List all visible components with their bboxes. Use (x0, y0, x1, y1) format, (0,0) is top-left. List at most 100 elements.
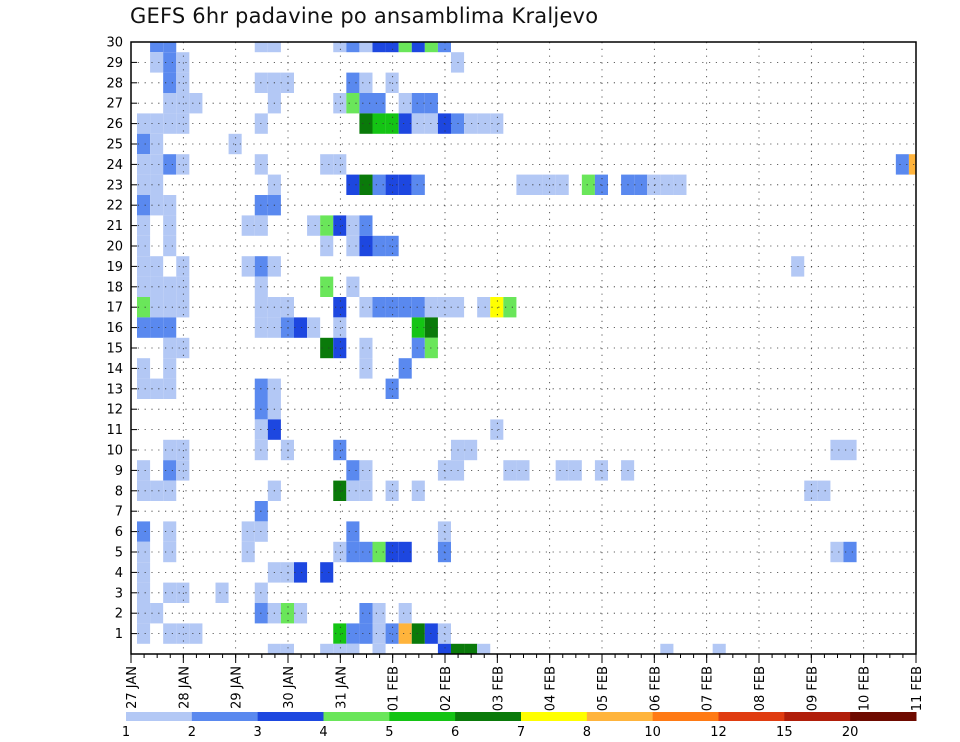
heatmap-cell (529, 174, 543, 195)
y-tick-label: 14 (106, 362, 123, 377)
heatmap-cell (594, 174, 608, 195)
heatmap-cell (137, 276, 151, 297)
heatmap-cell (411, 337, 425, 359)
heatmap-cell (163, 337, 177, 359)
x-tick-label: 04 FEB (544, 666, 559, 711)
heatmap-cell (359, 480, 373, 501)
chart-title: GEFS 6hr padavine po ansamblima Kraljevo (130, 4, 599, 28)
heatmap-cell (215, 582, 229, 603)
x-tick-label: 29 JAN (230, 666, 245, 709)
heatmap-cell (163, 276, 177, 297)
heatmap-cell (372, 93, 386, 114)
heatmap-cell (320, 215, 334, 236)
heatmap-cell (176, 52, 190, 73)
colorbar-swatch (455, 712, 522, 721)
colorbar-swatch (586, 712, 654, 721)
y-tick-label: 26 (106, 117, 123, 132)
y-tick-label: 30 (106, 36, 123, 51)
heatmap-cell (333, 439, 347, 461)
heatmap-cell (398, 603, 412, 624)
heatmap-cell (346, 72, 360, 93)
heatmap-cell (137, 154, 151, 175)
heatmap-cell (163, 521, 177, 542)
heatmap-cell (137, 235, 151, 257)
heatmap-cell (346, 460, 360, 481)
colorbar-swatch (389, 712, 456, 721)
y-tick-label: 5 (115, 546, 123, 561)
heatmap-cell (137, 521, 151, 542)
heatmap-cell (385, 378, 399, 399)
heatmap-cell (189, 93, 203, 114)
heatmap-cell (385, 72, 399, 93)
heatmap-cell (241, 521, 255, 542)
heatmap-cell (372, 541, 386, 563)
colorbar-swatch (126, 712, 193, 721)
heatmap-cell (163, 460, 177, 481)
heatmap-cell (568, 460, 582, 481)
heatmap-cell (372, 174, 386, 195)
colorbar-label: 2 (188, 725, 196, 740)
heatmap-cell (503, 460, 517, 481)
heatmap-cell (137, 297, 151, 318)
heatmap-cell (346, 623, 360, 644)
heatmap-cell (804, 480, 818, 501)
heatmap-cell (228, 133, 242, 155)
heatmap-cell (542, 174, 556, 195)
heatmap-cell (398, 541, 412, 563)
heatmap-cell (137, 256, 151, 277)
heatmap-cell (150, 195, 164, 216)
heatmap-cell (398, 297, 412, 318)
heatmap-cell (176, 276, 190, 297)
colorbar-swatch (323, 712, 390, 721)
heatmap-cell (477, 113, 491, 134)
heatmap-cell (163, 582, 177, 603)
heatmap-cell (150, 174, 164, 195)
colorbar-label: 3 (254, 725, 262, 740)
heatmap-cell (163, 439, 177, 461)
y-tick-label: 25 (106, 138, 123, 153)
heatmap-cell (411, 42, 425, 53)
heatmap-cell (490, 297, 504, 318)
heatmap-cell (241, 215, 255, 236)
heatmap-cell (490, 419, 504, 440)
x-tick-label: 01 FEB (387, 666, 402, 711)
heatmap-cell (346, 643, 360, 654)
heatmap-cell (908, 154, 916, 175)
heatmap-cell (176, 297, 190, 318)
x-tick-label: 02 FEB (439, 666, 454, 711)
heatmap-cell (150, 256, 164, 277)
heatmap-cell (346, 541, 360, 563)
heatmap-cell (307, 317, 321, 338)
heatmap-cell (359, 113, 373, 134)
heatmap-cell (137, 562, 151, 583)
heatmap-cell (581, 174, 595, 195)
heatmap-cell (176, 337, 190, 359)
heatmap-cell (137, 541, 151, 563)
heatmap-cell (137, 480, 151, 501)
heatmap-cell (437, 42, 451, 53)
heatmap-cell (137, 133, 151, 155)
heatmap-cell (372, 603, 386, 624)
heatmap-cell (189, 623, 203, 644)
y-tick-label: 6 (115, 525, 123, 540)
heatmap-cell (176, 72, 190, 93)
heatmap-cell (346, 174, 360, 195)
heatmap-cell (333, 297, 347, 318)
heatmap-cell (137, 174, 151, 195)
colorbar-label: 8 (583, 725, 591, 740)
y-tick-label: 4 (115, 566, 123, 581)
y-tick-label: 3 (115, 586, 123, 601)
y-tick-label: 8 (115, 484, 123, 499)
heatmap-cell (137, 215, 151, 236)
heatmap-cell (294, 317, 308, 338)
heatmap-cell (464, 113, 478, 134)
heatmap-cell (843, 439, 857, 461)
heatmap-cell (372, 297, 386, 318)
heatmap-cell (359, 460, 373, 481)
heatmap-cell (594, 460, 608, 481)
heatmap-cell (333, 42, 347, 53)
y-tick-label: 19 (106, 260, 123, 275)
x-tick-label: 06 FEB (648, 666, 663, 711)
heatmap-cell (346, 215, 360, 236)
